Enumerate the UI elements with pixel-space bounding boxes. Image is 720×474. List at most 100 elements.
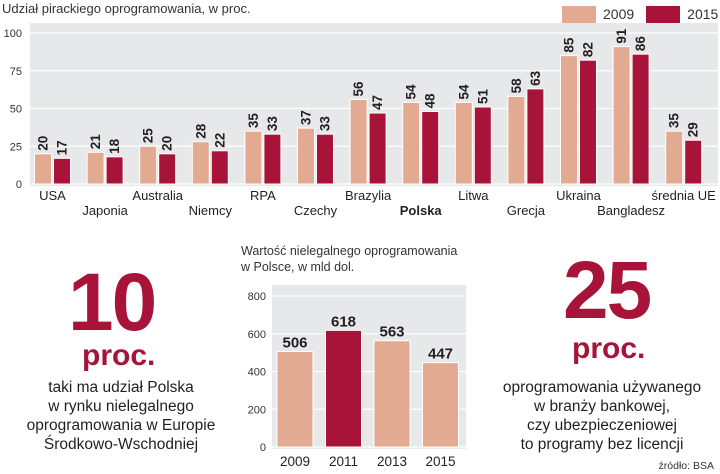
y-tick-label: 100 [4, 28, 22, 40]
legend-label-2015: 2015 [687, 6, 719, 22]
category-label: Czechy [294, 203, 338, 218]
data-label: 54 [404, 84, 419, 100]
data-label: 91 [614, 28, 629, 44]
y-tick-label: 800 [248, 291, 266, 303]
bar-2009 [612, 46, 631, 185]
category-label: Niemcy [189, 203, 233, 218]
bar-2015 [526, 88, 545, 185]
bar-2009 [402, 101, 421, 185]
data-label: 447 [428, 346, 453, 363]
bar-2015 [368, 112, 387, 185]
y-tick-label: 400 [248, 367, 266, 379]
category-label: Japonia [82, 203, 128, 218]
bar [373, 340, 411, 448]
data-label: 20 [160, 136, 175, 151]
right-stat-line: to programy bez licencji [520, 436, 684, 453]
right-stat-line: w branży bankowej, [533, 398, 671, 415]
bar-2009 [34, 153, 52, 185]
source-note: źródło: BSA [658, 460, 714, 472]
category-label: Australia [132, 188, 183, 203]
data-label: 51 [475, 88, 490, 104]
category-label: 2015 [425, 454, 455, 469]
left-stat-unit: proc. [82, 339, 156, 372]
data-label: 82 [581, 42, 596, 57]
data-label: 25 [141, 128, 156, 144]
right-stat-number: 25 [563, 245, 652, 336]
bar-2015 [684, 139, 703, 185]
legend: 2009 2015 [562, 4, 720, 24]
chart-title: Udział pirackiego oprogramowania, w proc… [2, 1, 251, 16]
data-label: 21 [88, 134, 103, 150]
bar [325, 329, 362, 448]
legend-label-2009: 2009 [603, 6, 635, 22]
category-label: Litwa [458, 188, 489, 203]
data-label: 47 [370, 95, 385, 110]
data-label: 33 [318, 116, 333, 132]
bar-2009 [665, 130, 684, 185]
chart2-title-line2: w Polsce, w mld dol. [241, 260, 355, 274]
bar-2009 [560, 55, 578, 185]
data-label: 48 [423, 93, 438, 109]
right-stat-line: oprogramowania używanego [502, 379, 702, 396]
y-tick-label: 200 [248, 404, 266, 416]
bar-2015 [631, 53, 650, 185]
y-tick-label: 600 [248, 329, 266, 341]
y-tick-label: 75 [10, 66, 22, 78]
data-label: 35 [246, 113, 261, 129]
data-label: 35 [667, 113, 682, 129]
bar-2009 [191, 141, 210, 185]
category-label: Ukraina [556, 188, 602, 203]
chart2-title: Wartość nielegalnego oprogramowania w Po… [241, 243, 457, 275]
data-label: 33 [265, 116, 280, 132]
data-label: 18 [107, 138, 122, 154]
bar-2015 [316, 133, 334, 185]
data-label: 618 [331, 313, 356, 330]
bar-2015 [210, 150, 229, 185]
bar-2009 [454, 101, 473, 185]
bar-2015 [473, 106, 492, 185]
data-label: 20 [36, 136, 51, 151]
data-label: 563 [379, 324, 404, 341]
data-label: 63 [528, 70, 543, 86]
data-label: 28 [193, 123, 208, 139]
bar-2009 [139, 145, 158, 185]
bar [422, 362, 459, 448]
bar-2009 [297, 127, 315, 185]
category-label: Polska [400, 203, 443, 218]
left-stat-line: w rynku nielegalnego [48, 398, 194, 415]
left-stat-line: oprogramowania w Europie [26, 417, 216, 434]
data-label: 22 [212, 133, 227, 148]
category-label: 2009 [280, 454, 310, 469]
y-tick-label: 0 [260, 442, 266, 454]
data-label: 17 [55, 140, 70, 155]
legend-swatch-2015 [646, 5, 681, 23]
bar-2015 [105, 156, 124, 185]
legend-item-2015: 2015 [646, 5, 719, 23]
category-label: średnia UE [652, 188, 717, 203]
data-label: 56 [351, 81, 366, 97]
y-tick-label: 25 [10, 141, 22, 153]
y-tick-label: 0 [16, 179, 22, 191]
bar [276, 350, 314, 448]
left-stat-line: Środkowo-Wschodniej [43, 436, 199, 453]
right-stat-description: oprogramowania używanego w branży bankow… [486, 378, 718, 454]
legend-swatch-2009 [562, 5, 596, 23]
bar-2015 [579, 59, 597, 185]
data-label: 85 [562, 37, 577, 53]
bar-2015 [53, 157, 71, 185]
data-label: 29 [686, 122, 701, 137]
category-label: 2011 [329, 454, 358, 469]
data-label: 37 [299, 110, 314, 125]
category-label: RPA [250, 188, 276, 203]
data-label: 506 [282, 334, 307, 351]
data-label: 54 [456, 84, 471, 100]
chart2-title-line1: Wartość nielegalnego oprogramowania [241, 244, 458, 258]
category-label: USA [39, 188, 66, 203]
data-label: 58 [509, 78, 524, 94]
bar-2015 [263, 133, 282, 185]
bar-2009 [507, 95, 526, 185]
bar-2015 [158, 153, 177, 185]
data-label: 86 [633, 36, 648, 52]
y-tick-label: 50 [10, 104, 22, 116]
